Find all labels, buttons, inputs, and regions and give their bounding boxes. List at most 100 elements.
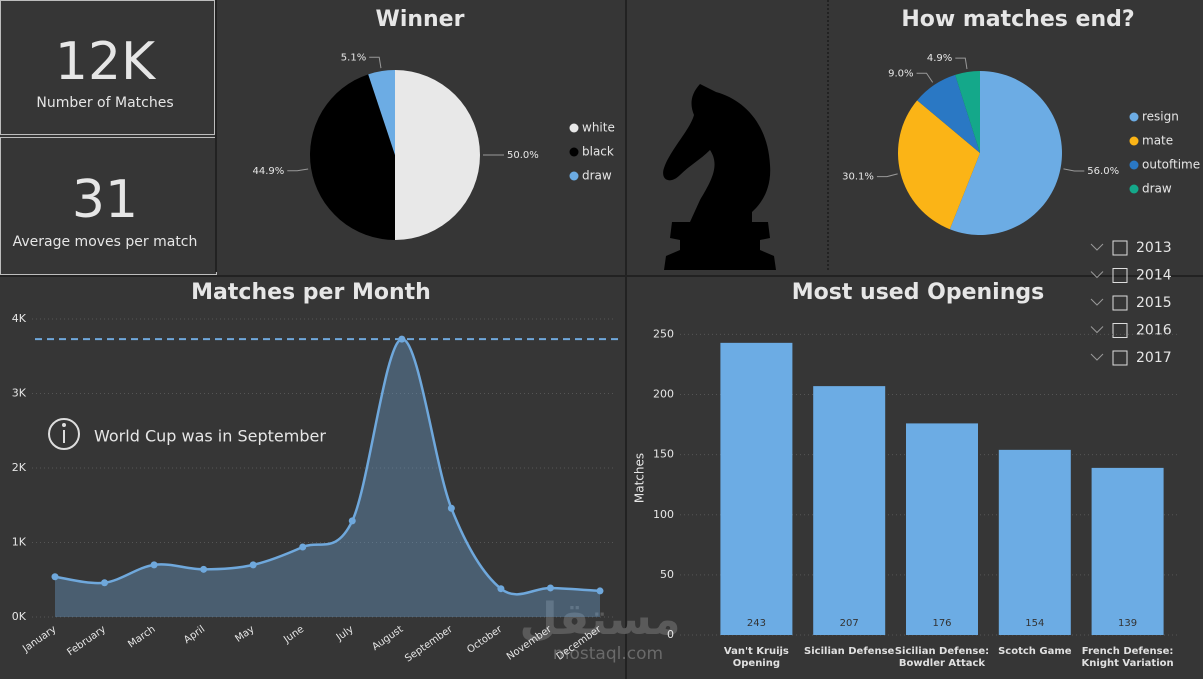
point xyxy=(447,504,455,512)
kpi-label: Average moves per match xyxy=(13,234,198,250)
legend-label: mate xyxy=(1142,134,1173,148)
leader-line xyxy=(876,173,898,178)
x-tick-label: March xyxy=(126,624,157,650)
checkbox[interactable] xyxy=(1112,323,1128,338)
legend-swatch xyxy=(1129,136,1139,146)
chart-title: How matches end? xyxy=(901,7,1134,32)
data-label: 243 xyxy=(747,618,766,629)
checkbox[interactable] xyxy=(1112,295,1128,311)
point xyxy=(398,335,406,343)
y-tick-label: 250 xyxy=(653,327,674,340)
chart-title: Winner xyxy=(376,7,465,32)
x-tick-label: Van't Kruijs Opening xyxy=(723,646,789,669)
data-label: 176 xyxy=(932,618,951,629)
chevron xyxy=(1090,298,1104,306)
data-label: 139 xyxy=(1118,618,1137,629)
x-tick-label: Sicilian Defense xyxy=(804,646,895,657)
info-dot xyxy=(62,423,66,427)
y-tick-label: 200 xyxy=(653,388,674,401)
point xyxy=(497,585,505,593)
point xyxy=(200,565,208,573)
leader-line xyxy=(955,57,968,70)
kpi-label: Number of Matches xyxy=(36,95,173,111)
data-label: 207 xyxy=(840,618,859,629)
y-tick-label: 1K xyxy=(12,536,27,549)
point xyxy=(299,543,307,551)
legend-swatch xyxy=(1129,184,1139,194)
legend-swatch xyxy=(569,123,579,133)
slicer-year[interactable]: 2014 xyxy=(1136,268,1172,284)
data-label: 44.9% xyxy=(252,166,284,177)
pie-slice xyxy=(898,100,980,230)
slicer-year[interactable]: 2015 xyxy=(1136,295,1172,311)
y-tick-label: 0 xyxy=(667,628,674,641)
slicer-year[interactable]: 2017 xyxy=(1136,350,1172,366)
data-label: 30.1% xyxy=(842,172,874,183)
y-tick-label: 0K xyxy=(12,610,27,623)
watermark-url: mostaql.com xyxy=(553,644,663,664)
data-label: 56.0% xyxy=(1087,166,1119,177)
leader-line xyxy=(916,72,934,83)
y-tick-label: 50 xyxy=(660,568,674,581)
knight-icon xyxy=(663,84,776,270)
data-label: 50.0% xyxy=(507,150,539,161)
x-tick-label: August xyxy=(370,624,405,653)
checkbox[interactable] xyxy=(1112,350,1128,366)
x-tick-label: September xyxy=(403,623,455,664)
bar xyxy=(720,342,793,635)
checkbox[interactable] xyxy=(1112,268,1128,283)
legend-swatch xyxy=(1129,112,1139,122)
x-tick-label: October xyxy=(465,623,505,655)
x-tick-label: February xyxy=(65,624,108,658)
chevron xyxy=(1090,243,1104,251)
bar xyxy=(813,386,886,635)
chevron xyxy=(1090,326,1104,334)
kpi-box xyxy=(0,0,215,135)
y-axis-label: Matches xyxy=(633,453,647,503)
x-tick-label: May xyxy=(233,624,256,645)
legend-label: outoftime xyxy=(1142,158,1200,172)
y-tick-label: 150 xyxy=(653,448,674,461)
point xyxy=(51,573,59,581)
pie-slice xyxy=(368,70,395,155)
x-tick-label: June xyxy=(281,624,306,646)
info-circle xyxy=(48,418,80,450)
pie-slice xyxy=(955,71,980,153)
y-tick-label: 4K xyxy=(12,312,27,325)
pie-slice xyxy=(917,74,980,153)
x-tick-label: Sicilian Defense: Bowdler Attack xyxy=(894,646,990,669)
point xyxy=(150,561,158,569)
chart-title: Most used Openings xyxy=(792,280,1044,305)
info-icon xyxy=(48,418,80,450)
data-label: 9.0% xyxy=(888,68,913,79)
leader-line xyxy=(1063,168,1085,172)
legend-label: black xyxy=(582,145,614,159)
x-tick-label: April xyxy=(182,624,207,646)
point xyxy=(348,517,356,525)
slicer-year[interactable]: 2013 xyxy=(1136,240,1172,256)
x-tick-label: January xyxy=(20,624,58,655)
point xyxy=(249,561,257,569)
area xyxy=(55,339,600,617)
leader-line xyxy=(287,168,309,172)
bar xyxy=(1091,467,1164,635)
legend-label: resign xyxy=(1142,110,1179,124)
bar xyxy=(906,423,978,635)
point xyxy=(101,579,109,587)
pie-slice xyxy=(395,70,480,240)
data-label: 5.1% xyxy=(341,52,366,63)
annotation: World Cup was in September xyxy=(94,427,326,446)
legend-label: white xyxy=(582,121,615,135)
bar xyxy=(998,449,1071,635)
kpi-value: 31 xyxy=(72,170,138,230)
y-tick-label: 3K xyxy=(12,387,27,400)
slicer-year[interactable]: 2016 xyxy=(1136,323,1172,339)
leader-line xyxy=(369,56,382,69)
chart-title: Matches per Month xyxy=(191,280,431,305)
legend-swatch xyxy=(569,147,579,157)
checkbox[interactable] xyxy=(1112,240,1128,256)
chevron xyxy=(1090,271,1104,279)
kpi-value: 12K xyxy=(55,32,157,92)
